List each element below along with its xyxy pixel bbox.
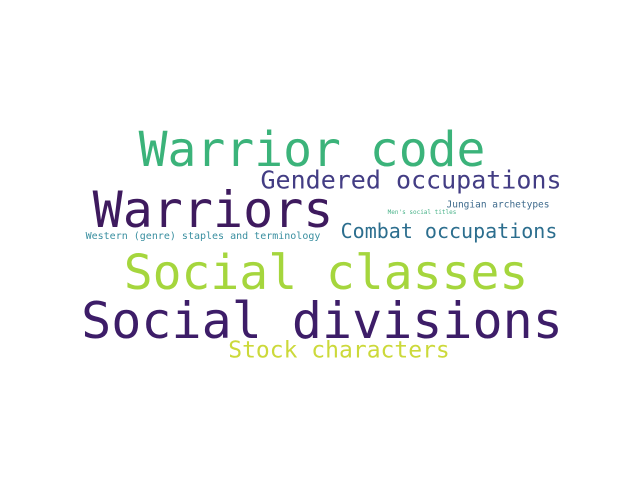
word-warriors: Warriors <box>92 181 334 239</box>
word-combat-occupations: Combat occupations <box>340 219 558 243</box>
word-jungian-archetypes: Jungian archetypes <box>446 199 550 211</box>
word-warrior-code: Warrior code <box>138 122 486 178</box>
word-stock-characters: Stock characters <box>228 337 450 364</box>
word-gendered-occupations: Gendered occupations <box>260 165 562 195</box>
word-social-classes: Social classes <box>123 245 529 301</box>
word-social-divisions: Social divisions <box>81 292 563 350</box>
word-western-genre: Western (genre) staples and terminology <box>85 231 321 242</box>
word-mens-social-titles: Men's social titles <box>387 209 457 216</box>
